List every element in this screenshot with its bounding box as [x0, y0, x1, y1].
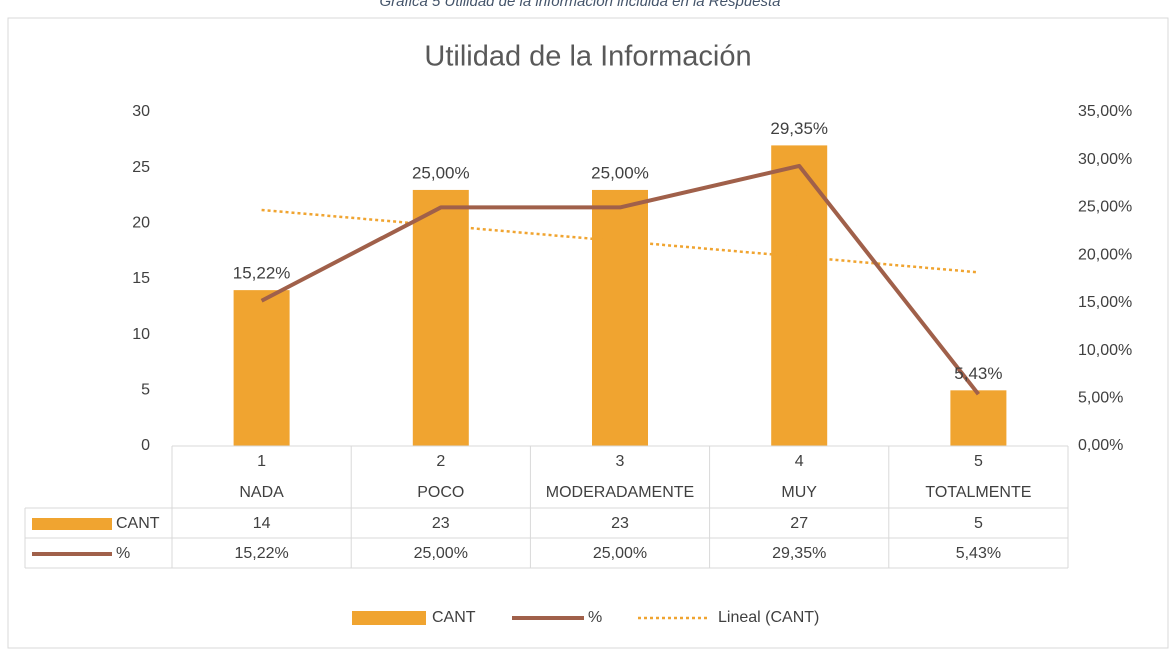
y-tick-label: 10 — [132, 326, 150, 343]
y2-tick-label: 0,00% — [1078, 437, 1123, 454]
data-label: 15,22% — [233, 264, 291, 283]
table-cell: 5 — [974, 515, 983, 532]
table-cell: 25,00% — [414, 545, 468, 562]
bar — [592, 189, 648, 446]
x-tick-label: 2 — [436, 453, 445, 470]
chart-border — [7, 17, 1169, 649]
table-cell: 29,35% — [772, 545, 826, 562]
x-subcategory-label: MODERADAMENTE — [546, 484, 694, 501]
y2-tick-label: 20,00% — [1078, 246, 1132, 263]
y2-tick-label: 30,00% — [1078, 151, 1132, 168]
bar — [233, 290, 290, 446]
y-tick-label: 15 — [132, 270, 150, 287]
table-legend-key — [32, 518, 112, 530]
x-subcategory-label: MUY — [781, 484, 817, 501]
y-tick-label: 5 — [141, 382, 150, 399]
data-label: 25,00% — [591, 163, 649, 182]
data-label: 5,43% — [954, 364, 1002, 383]
x-subcategory-label: TOTALMENTE — [925, 484, 1031, 501]
x-tick-label: 3 — [616, 453, 625, 470]
table-cell: 25,00% — [593, 545, 647, 562]
x-tick-label: 1 — [257, 453, 266, 470]
table-row-label: CANT — [116, 515, 160, 532]
table-cell: 15,22% — [234, 545, 288, 562]
x-tick-label: 5 — [974, 453, 983, 470]
bar — [950, 390, 1007, 446]
legend-label: CANT — [432, 609, 476, 626]
chart-title: Utilidad de la Información — [424, 41, 751, 73]
data-label: 29,35% — [770, 119, 828, 138]
caption: Gráfica 5 Utilidad de la información inc… — [379, 0, 780, 10]
legend-label: % — [588, 609, 602, 626]
y-tick-label: 0 — [141, 437, 150, 454]
x-subcategory-label: NADA — [239, 484, 284, 501]
x-subcategory-label: POCO — [417, 484, 464, 501]
y-tick-label: 25 — [132, 159, 150, 176]
legend-label: Lineal (CANT) — [718, 609, 819, 626]
x-tick-label: 4 — [795, 453, 804, 470]
table-cell: 23 — [432, 515, 450, 532]
y-tick-label: 30 — [132, 103, 150, 120]
table-cell: 23 — [611, 515, 629, 532]
legend-key — [352, 611, 426, 625]
y2-tick-label: 15,00% — [1078, 294, 1132, 311]
table-cell: 5,43% — [956, 545, 1001, 562]
y-tick-label: 20 — [132, 215, 150, 232]
table-cell: 27 — [790, 515, 808, 532]
table-row-label: % — [116, 545, 130, 562]
line-series — [260, 163, 980, 396]
y2-tick-label: 10,00% — [1078, 342, 1132, 359]
y2-tick-label: 35,00% — [1078, 103, 1132, 120]
bar — [412, 189, 469, 446]
y2-tick-label: 5,00% — [1078, 390, 1123, 407]
table-cell: 14 — [253, 515, 271, 532]
bar — [771, 145, 828, 446]
data-label: 25,00% — [412, 163, 470, 182]
y2-tick-label: 25,00% — [1078, 199, 1132, 216]
